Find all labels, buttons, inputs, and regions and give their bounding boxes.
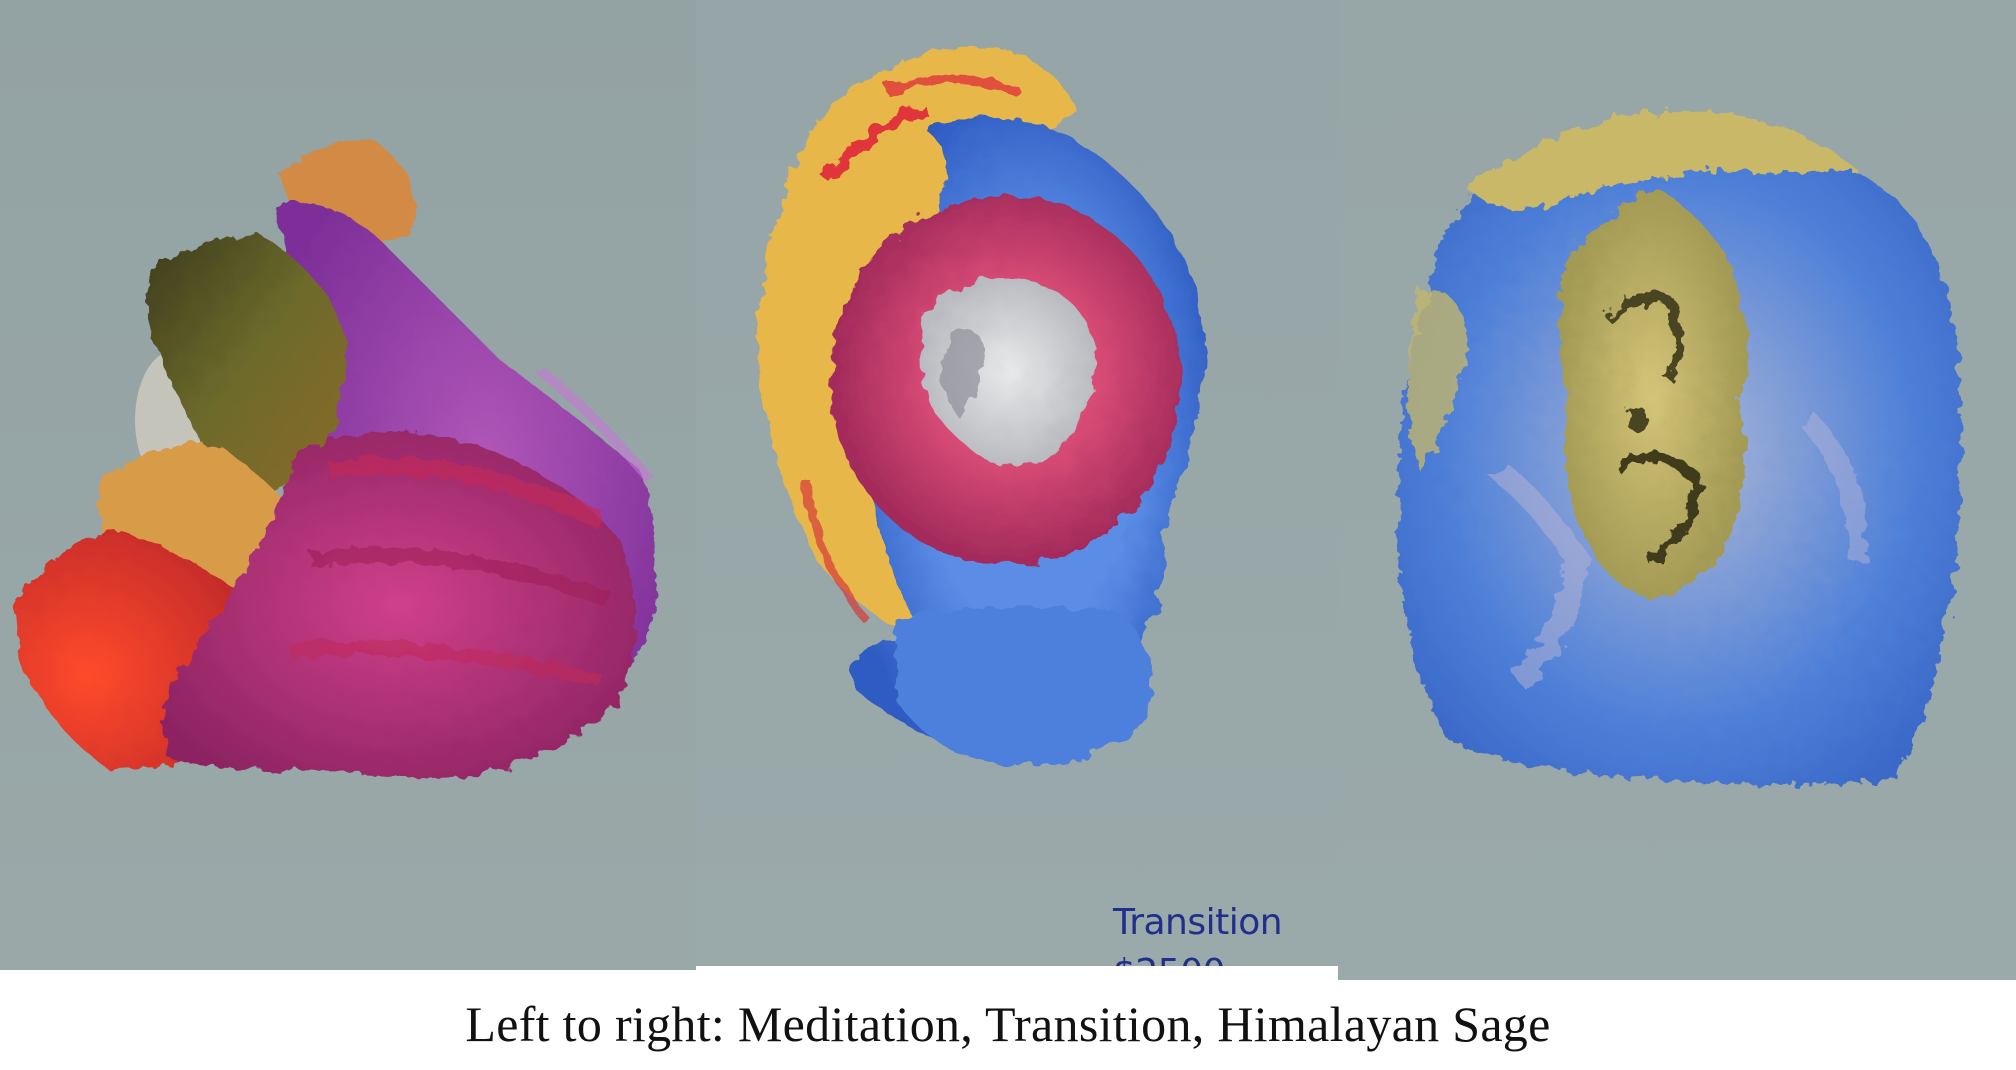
price-tag: Transition $2500 xyxy=(1113,902,1283,967)
transition-photo: Transition $2500 xyxy=(696,0,1338,966)
image-caption: Left to right: Meditation, Transition, H… xyxy=(465,996,1551,1052)
transition-sculpture-image xyxy=(696,0,1338,966)
himalayan-sage-photo xyxy=(1338,0,2016,980)
price-tag-amount: $2500 xyxy=(1113,955,1282,967)
meditation-sculpture-image xyxy=(0,0,696,970)
himalayan-sage-sculpture-image xyxy=(1338,0,2016,980)
price-tag-title: Transition xyxy=(1113,902,1283,943)
meditation-photo xyxy=(0,0,696,970)
